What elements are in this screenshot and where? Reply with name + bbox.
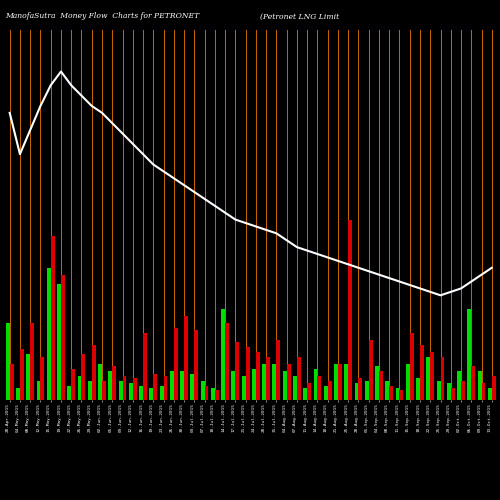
Bar [375, 366, 379, 400]
Bar [47, 268, 50, 400]
Bar [252, 368, 256, 400]
Bar [410, 332, 414, 400]
Bar [286, 364, 290, 400]
Bar [468, 308, 471, 400]
Bar [488, 388, 492, 400]
Bar [57, 284, 61, 400]
Bar [204, 386, 208, 400]
Bar [215, 390, 218, 400]
Bar [180, 371, 184, 400]
Bar [386, 380, 389, 400]
Bar [406, 364, 410, 400]
Bar [150, 388, 154, 400]
Bar [61, 275, 65, 400]
Bar [211, 388, 215, 400]
Bar [112, 366, 116, 400]
Bar [30, 323, 34, 400]
Bar [20, 350, 24, 400]
Bar [368, 340, 372, 400]
Bar [71, 368, 75, 400]
Bar [457, 371, 461, 400]
Bar [108, 371, 112, 400]
Bar [328, 380, 332, 400]
Bar [426, 356, 430, 400]
Bar [102, 380, 106, 400]
Bar [174, 328, 178, 400]
Bar [304, 388, 307, 400]
Bar [379, 371, 383, 400]
Bar [389, 386, 393, 400]
Bar [139, 386, 143, 400]
Bar [400, 390, 404, 400]
Bar [314, 368, 318, 400]
Bar [358, 378, 362, 400]
Bar [416, 378, 420, 400]
Bar [262, 364, 266, 400]
Bar [256, 352, 260, 400]
Bar [447, 383, 451, 400]
Bar [451, 388, 454, 400]
Bar [122, 376, 126, 400]
Bar [338, 364, 342, 400]
Bar [78, 376, 82, 400]
Bar [307, 383, 311, 400]
Bar [272, 364, 276, 400]
Bar [276, 340, 280, 400]
Bar [50, 236, 54, 400]
Bar [164, 376, 168, 400]
Bar [318, 376, 322, 400]
Bar [482, 383, 486, 400]
Bar [348, 220, 352, 400]
Bar [297, 356, 301, 400]
Text: (Petronet LNG Limit: (Petronet LNG Limit [260, 12, 339, 20]
Bar [472, 366, 475, 400]
Bar [98, 364, 102, 400]
Bar [26, 354, 30, 400]
Bar [436, 380, 440, 400]
Bar [344, 364, 348, 400]
Bar [354, 383, 358, 400]
Bar [283, 371, 286, 400]
Bar [133, 378, 136, 400]
Bar [194, 330, 198, 400]
Bar [143, 332, 147, 400]
Bar [324, 386, 328, 400]
Bar [246, 347, 250, 400]
Bar [396, 388, 400, 400]
Text: ManofaSutra  Money Flow  Charts for PETRONET: ManofaSutra Money Flow Charts for PETRON… [5, 12, 199, 20]
Bar [36, 380, 40, 400]
Bar [478, 371, 482, 400]
Bar [10, 364, 14, 400]
Bar [88, 380, 92, 400]
Bar [461, 380, 465, 400]
Bar [440, 356, 444, 400]
Bar [221, 308, 225, 400]
Bar [365, 380, 368, 400]
Bar [225, 323, 229, 400]
Bar [334, 364, 338, 400]
Bar [266, 356, 270, 400]
Bar [82, 354, 86, 400]
Bar [16, 388, 20, 400]
Bar [236, 342, 240, 400]
Bar [190, 374, 194, 400]
Bar [420, 344, 424, 400]
Bar [492, 376, 496, 400]
Bar [40, 356, 44, 400]
Bar [160, 386, 164, 400]
Bar [293, 376, 297, 400]
Bar [68, 386, 71, 400]
Bar [184, 316, 188, 400]
Bar [6, 323, 10, 400]
Bar [118, 380, 122, 400]
Bar [242, 376, 246, 400]
Bar [430, 352, 434, 400]
Bar [200, 380, 204, 400]
Bar [232, 371, 235, 400]
Bar [154, 374, 157, 400]
Bar [170, 371, 174, 400]
Bar [129, 383, 133, 400]
Bar [92, 344, 96, 400]
